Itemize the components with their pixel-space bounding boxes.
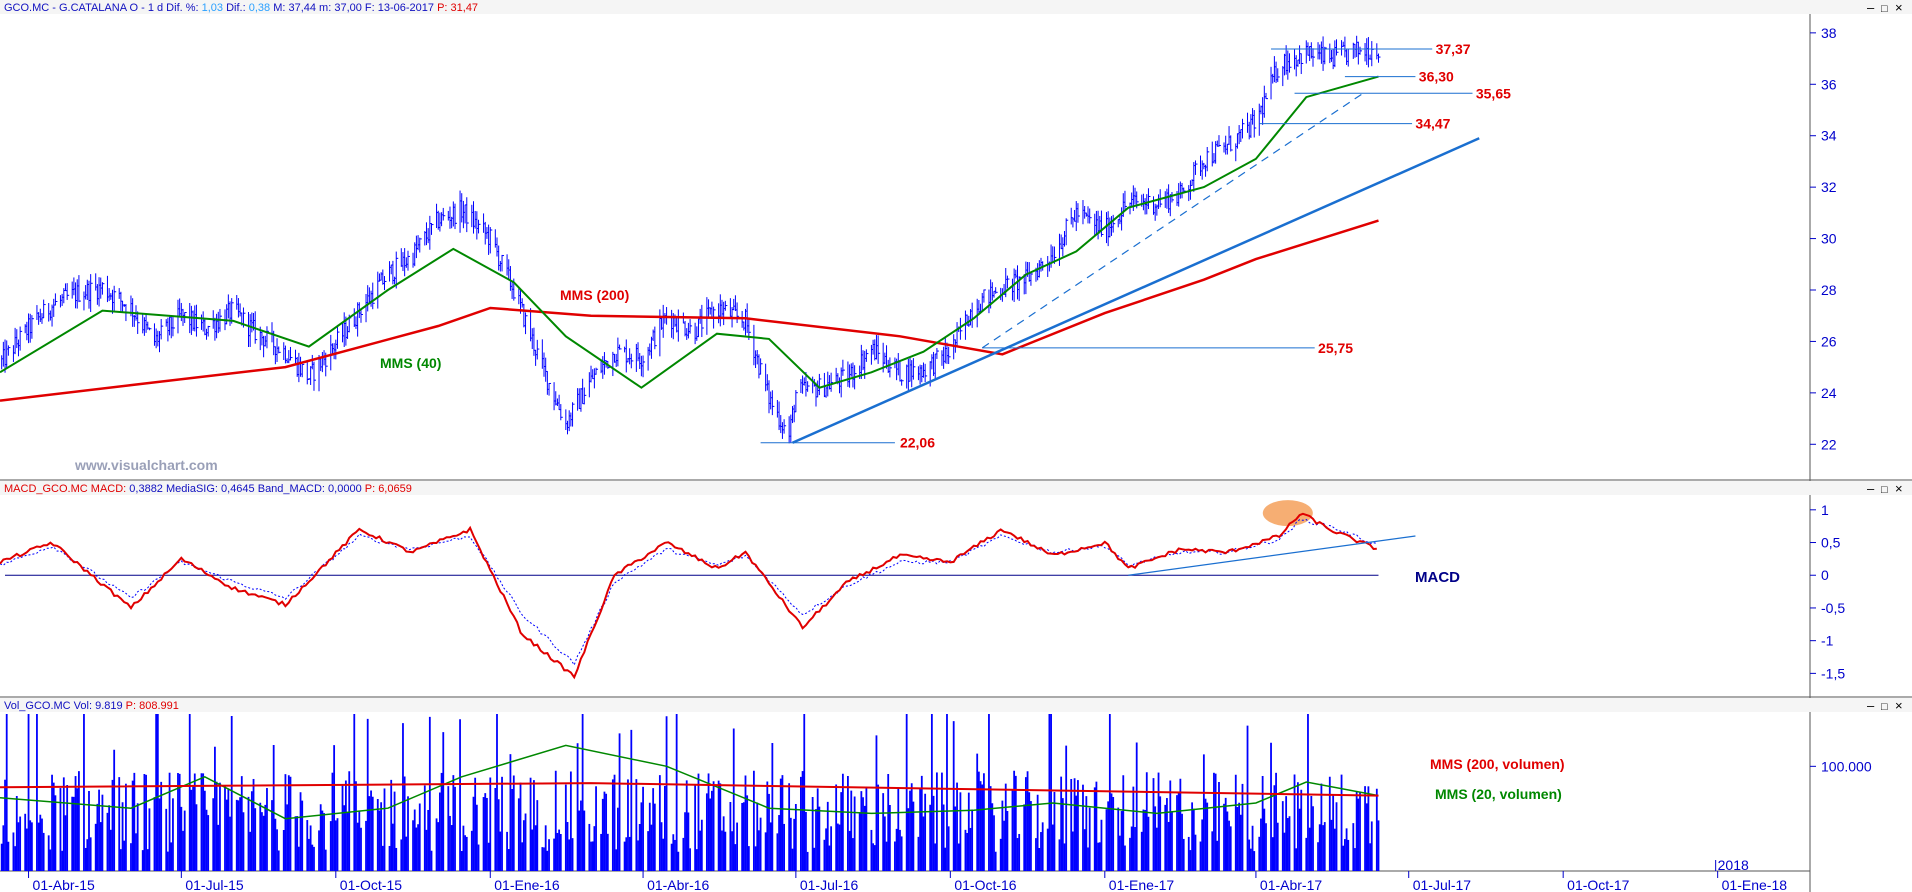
- x-tick-label-10: 01-Oct-17: [1567, 877, 1629, 892]
- header-part-4: P: 6,0659: [362, 483, 412, 495]
- x-tick-label-3: 01-Ene-16: [494, 877, 560, 892]
- volume-mms20-line: [0, 744, 1379, 820]
- mms200-label: MMS (200): [560, 287, 629, 303]
- trendline-0: [791, 137, 1480, 444]
- x-tick-label-8: 01-Abr-17: [1260, 877, 1322, 892]
- close-icon[interactable]: ×: [1895, 0, 1903, 15]
- mms40-line: [0, 75, 1379, 389]
- price-tick-label-8: 38: [1821, 25, 1837, 41]
- macd-header-text: MACD_GCO.MC MACD: 0,3882 MediaSIG: 0,464…: [4, 483, 412, 495]
- price-header: GCO.MC - G.CATALANA O - 1 d Dif. %: 1,03…: [0, 0, 1912, 15]
- level-label-2: 35,65: [1476, 85, 1511, 101]
- volume-header: Vol_GCO.MC Vol: 9.819 P: 808.991 – □ ×: [0, 698, 1912, 713]
- volume-mms200-label: MMS (200, volumen): [1430, 756, 1565, 772]
- x-tick-label-2: 01-Oct-15: [340, 877, 402, 892]
- header-part-2: MediaSIG: 0,4645: [163, 483, 255, 495]
- watermark: www.visualchart.com: [74, 457, 218, 473]
- level-label-3: 34,47: [1415, 116, 1450, 132]
- header-part-3: Band_MACD: 0,0000: [255, 483, 362, 495]
- macd-tick-label-5: -1,5: [1821, 665, 1845, 681]
- macd-maximize-icon[interactable]: □: [1881, 484, 1888, 496]
- macd-header: MACD_GCO.MC MACD: 0,3882 MediaSIG: 0,464…: [0, 481, 1912, 496]
- volume-mms200-line: [0, 782, 1379, 797]
- macd-panel: [0, 500, 1416, 680]
- x-tick-label-0: 01-Abr-15: [33, 877, 95, 892]
- header-part-0: GCO.MC - G.CATALANA O - 1 d Dif. %:: [4, 2, 202, 14]
- header-part-2: Dif.:: [223, 2, 249, 14]
- macd-tick-label-3: -0,5: [1821, 600, 1845, 616]
- volume-averages: [0, 744, 1379, 820]
- volume-maximize-icon[interactable]: □: [1881, 701, 1888, 713]
- macd-close-icon[interactable]: ×: [1895, 481, 1903, 496]
- volume-bars: [0, 714, 1380, 871]
- year-mark-label: 2018: [1718, 857, 1749, 873]
- level-label-1: 36,30: [1419, 69, 1454, 85]
- mms40-label: MMS (40): [380, 355, 441, 371]
- macd-tick-label-1: 0,5: [1821, 535, 1841, 551]
- header-part-3: 0,38: [249, 2, 270, 14]
- price-tick-label-7: 36: [1821, 76, 1837, 92]
- price-panel: 37,37 36,30 35,65 34,47 25,75 22,06: [0, 35, 1511, 451]
- header-part-4: M: 37,44 m: 37,00 F: 13-06-2017: [270, 2, 437, 14]
- x-tick-label-9: 01-Jul-17: [1413, 877, 1472, 892]
- volume-close-icon[interactable]: ×: [1895, 698, 1903, 713]
- volume-tick-label-0: 100.000: [1821, 758, 1872, 774]
- macd-line: [0, 512, 1377, 680]
- volume-minimize-icon[interactable]: –: [1867, 698, 1875, 713]
- level-label-5: 22,06: [900, 435, 935, 451]
- header-part-1: P: 808.991: [126, 700, 179, 712]
- x-tick-label-6: 01-Oct-16: [954, 877, 1016, 892]
- macd-trendline: [1128, 535, 1416, 576]
- volume-header-text: Vol_GCO.MC Vol: 9.819 P: 808.991: [4, 700, 179, 712]
- x-tick-label-5: 01-Jul-16: [800, 877, 859, 892]
- axes: 22 24 26 28 30 32 34 36 38 1 0,5 0 -0,5 -1 -1,5 100.000…: [28, 25, 1872, 892]
- header-part-5: P: 31,47: [437, 2, 478, 14]
- level-label-0: 37,37: [1436, 41, 1471, 57]
- price-tick-label-6: 34: [1821, 128, 1837, 144]
- minimize-icon[interactable]: –: [1867, 0, 1875, 15]
- price-header-text: GCO.MC - G.CATALANA O - 1 d Dif. %: 1,03…: [4, 2, 478, 14]
- macd-label: MACD: [1415, 569, 1460, 586]
- macd-tick-label-0: 1: [1821, 502, 1829, 518]
- header-part-1: 0,3882: [129, 483, 163, 495]
- macd-peak-highlight: [1262, 500, 1313, 527]
- price-tick-label-3: 28: [1821, 282, 1837, 298]
- macd-tick-label-4: -1: [1821, 633, 1834, 649]
- x-tick-label-1: 01-Jul-15: [185, 877, 244, 892]
- price-tick-label-1: 24: [1821, 385, 1837, 401]
- level-label-4: 25,75: [1318, 340, 1353, 356]
- volume-mms20-label: MMS (20, volumen): [1435, 786, 1562, 802]
- header-part-0: MACD_GCO.MC MACD:: [4, 483, 129, 495]
- x-tick-label-4: 01-Abr-16: [647, 877, 709, 892]
- x-tick-label-7: 01-Ene-17: [1109, 877, 1175, 892]
- header-part-0: Vol_GCO.MC Vol: 9.819: [4, 700, 126, 712]
- mms200-line: [0, 219, 1379, 402]
- price-tick-label-4: 30: [1821, 231, 1837, 247]
- price-tick-label-0: 22: [1821, 436, 1837, 452]
- price-tick-label-5: 32: [1821, 179, 1837, 195]
- header-part-1: 1,03: [202, 2, 223, 14]
- x-tick-label-11: 01-Ene-18: [1722, 877, 1788, 892]
- trendline-1: [981, 91, 1366, 349]
- macd-minimize-icon[interactable]: –: [1867, 481, 1875, 496]
- maximize-icon[interactable]: □: [1881, 3, 1888, 15]
- macd-tick-label-2: 0: [1821, 567, 1829, 583]
- price-tick-label-2: 26: [1821, 333, 1837, 349]
